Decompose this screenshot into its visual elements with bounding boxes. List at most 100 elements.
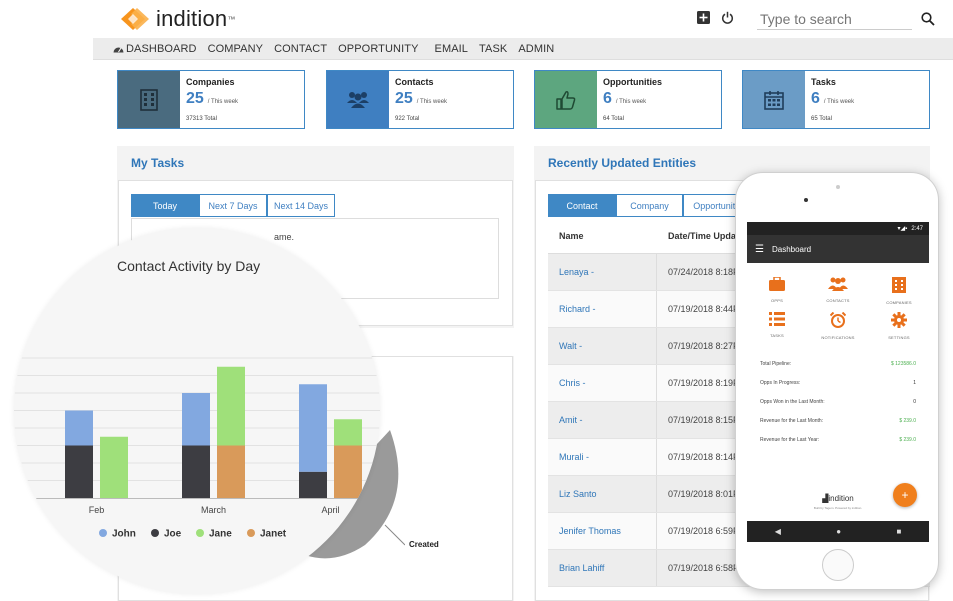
entity-tabs: Contact Company Opportunity	[548, 194, 750, 217]
add-fab-button[interactable]: +	[893, 483, 917, 507]
recents-icon[interactable]: ■	[896, 527, 902, 536]
x-tick-label: April	[321, 505, 339, 515]
stat-label: Revenue for the Last Year:	[760, 437, 820, 443]
row-name-link[interactable]: Walt -	[548, 328, 657, 364]
power-icon[interactable]	[721, 11, 734, 24]
row-name-link[interactable]: Brian Lahiff	[548, 550, 657, 586]
bar-janet-march[interactable]	[217, 445, 245, 499]
calendar-icon	[764, 90, 784, 110]
row-name-link[interactable]: Amit -	[548, 402, 657, 438]
nav-admin[interactable]: ADMIN	[518, 42, 555, 55]
row-name-link[interactable]: Chris -	[548, 365, 657, 401]
gear-icon	[869, 312, 929, 333]
bar-jane-feb[interactable]	[100, 436, 128, 498]
tab-contact[interactable]: Contact	[548, 194, 616, 217]
logo-mark-icon	[121, 8, 149, 30]
contact-activity-chart: Contact Activity by Day Feb March April Jo…	[14, 258, 380, 540]
bar-john-march[interactable]	[182, 393, 210, 446]
phone-speaker	[836, 185, 840, 189]
tab-company[interactable]: Company	[616, 194, 683, 217]
list-icon	[747, 312, 807, 331]
tile-settings[interactable]: SETTINGS	[869, 312, 929, 340]
legend-item-john[interactable]: John	[99, 529, 136, 540]
search-icon[interactable]	[921, 12, 935, 26]
contacts-card[interactable]: Contacts 25/ This week 922 Total	[326, 70, 514, 129]
tile-companies[interactable]: COMPANIES	[869, 277, 929, 305]
building-icon	[140, 88, 158, 111]
legend-item-janet[interactable]: Janet	[247, 529, 287, 540]
menu-icon[interactable]: ☰	[755, 243, 764, 255]
tab-next-7-days[interactable]: Next 7 Days	[199, 194, 267, 217]
row-name-link[interactable]: Jenifer Thomas	[548, 513, 657, 549]
tile-opps[interactable]: OPPS	[747, 276, 807, 303]
x-tick-label: Feb	[89, 505, 105, 515]
brand-logo[interactable]: indition ™	[120, 4, 235, 34]
search-field[interactable]	[757, 8, 912, 30]
phone-home-button[interactable]	[822, 549, 854, 581]
bar-joe-march[interactable]	[182, 445, 210, 499]
legend-swatch	[99, 529, 107, 537]
row-name-link[interactable]: Murali -	[548, 439, 657, 475]
my-tasks-title: My Tasks	[131, 156, 185, 170]
chart-bars	[65, 366, 362, 499]
nav-contact[interactable]: CONTACT	[274, 42, 328, 55]
tab-opportunity[interactable]: Opportunity	[683, 194, 750, 217]
entities-title: Recently Updated Entities	[548, 156, 697, 170]
card-count: 25	[395, 90, 413, 107]
tile-label: SETTINGS	[888, 335, 910, 340]
x-tick-label: March	[201, 505, 226, 515]
row-date: 07/19/2018 6:59PM	[668, 526, 747, 536]
tab-today[interactable]: Today	[131, 194, 199, 217]
bar-janet-april[interactable]	[334, 445, 362, 499]
nav-dashboard[interactable]: DASHBOARD	[113, 43, 197, 55]
row-date: 07/19/2018 6:58PM	[668, 563, 747, 573]
tile-contacts[interactable]: CONTACTS	[808, 277, 868, 303]
phone-title: Dashboard	[771, 244, 812, 254]
col-date[interactable]: Date/Time Updated	[668, 230, 750, 241]
nav-opportunity[interactable]: OPPORTUNITY	[338, 42, 419, 55]
stat-label: Total Pipeline:	[760, 361, 792, 367]
bar-john-april[interactable]	[299, 384, 327, 472]
search-input[interactable]	[757, 8, 912, 29]
bar-jane-march[interactable]	[217, 366, 245, 446]
nav-task[interactable]: TASK	[479, 42, 508, 55]
card-body: Opportunities 6/ This week 64 Total	[597, 71, 721, 128]
row-name-link[interactable]: Lenaya -	[548, 254, 657, 290]
nav-company[interactable]: COMPANY	[207, 42, 264, 55]
stat-value: 1	[913, 380, 916, 386]
phone-screen: ▾◢▪ 2:47 ☰ Dashboard OPPS CONTACTS	[747, 222, 929, 542]
col-name[interactable]: Name	[559, 230, 584, 241]
bar-joe-april[interactable]	[299, 471, 327, 498]
card-total: 65 Total	[811, 116, 832, 122]
tile-notifications[interactable]: NOTIFICATIONS	[808, 311, 868, 340]
chart-legend: John Joe Jane Janet	[99, 529, 287, 540]
opportunities-card[interactable]: Opportunities 6/ This week 64 Total	[534, 70, 722, 129]
legend-item-joe[interactable]: Joe	[151, 529, 182, 540]
nav-email[interactable]: EMAIL	[434, 42, 469, 55]
add-icon[interactable]	[697, 11, 710, 24]
tab-next-14-days[interactable]: Next 14 Days	[267, 194, 335, 217]
bar-jane-april[interactable]	[334, 419, 362, 446]
back-icon[interactable]: ◀	[774, 527, 781, 536]
card-body: Contacts 25/ This week 922 Total	[389, 71, 513, 128]
tasks-card[interactable]: Tasks 6/ This week 65 Total	[742, 70, 930, 129]
phone-mockup: ▾◢▪ 2:47 ☰ Dashboard OPPS CONTACTS	[735, 172, 939, 590]
bar-john-feb[interactable]	[65, 410, 93, 446]
legend-item-jane[interactable]: Jane	[196, 529, 232, 540]
card-icon-bg	[743, 71, 805, 128]
phone-status-bar: ▾◢▪ 2:47	[747, 222, 929, 235]
phone-brand-text: indition	[828, 494, 854, 503]
home-icon[interactable]: ●	[836, 527, 842, 536]
tile-tasks[interactable]: TASKS	[747, 312, 807, 338]
card-title: Companies	[186, 77, 235, 87]
row-name-link[interactable]: Richard -	[548, 291, 657, 327]
briefcase-icon	[747, 276, 807, 296]
chart-magnifier: Contact Activity by Day Feb March April Jo…	[14, 228, 380, 594]
thumbs-up-icon	[556, 90, 576, 110]
bar-joe-feb[interactable]	[65, 445, 93, 499]
row-date: 07/19/2018 8:15PM	[668, 415, 747, 425]
task-snippet: ame.	[274, 232, 295, 242]
companies-card[interactable]: Companies 25/ This week 37313 Total	[117, 70, 305, 129]
row-date: 07/19/2018 8:44PM	[668, 304, 747, 314]
row-name-link[interactable]: Liz Santo	[548, 476, 657, 512]
